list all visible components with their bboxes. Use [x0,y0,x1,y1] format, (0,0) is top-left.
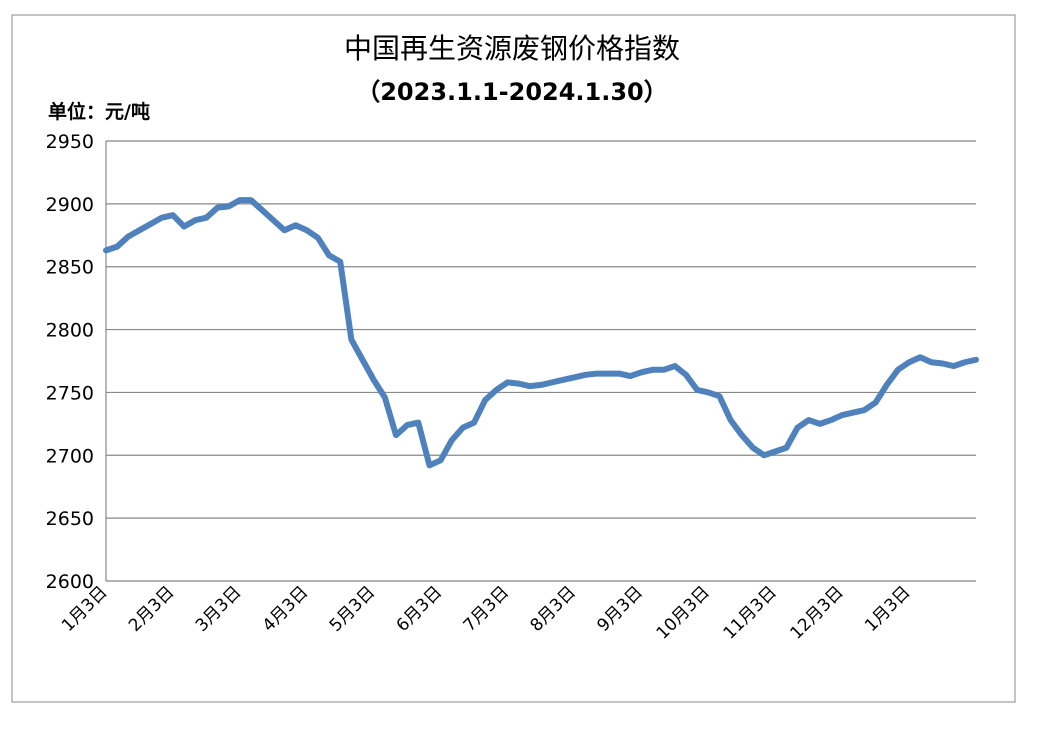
y-axis-label: 单位：元/吨 [48,100,150,123]
y-tick-label: 2950 [46,131,94,153]
y-tick-label: 2900 [46,194,94,216]
data-line [103,197,979,469]
chart-subtitle: （2023.1.1-2024.1.30） [356,78,668,106]
y-tick-label: 2800 [46,320,94,342]
y-tick-label: 2700 [46,445,94,467]
y-tick-label: 2750 [46,382,94,404]
y-tick-label: 2600 [46,571,94,593]
y-tick-label: 2850 [46,257,94,279]
y-tick-label: 2650 [46,508,94,530]
chart-border [11,14,1016,703]
chart-title: 中国再生资源废钢价格指数 [344,32,680,65]
